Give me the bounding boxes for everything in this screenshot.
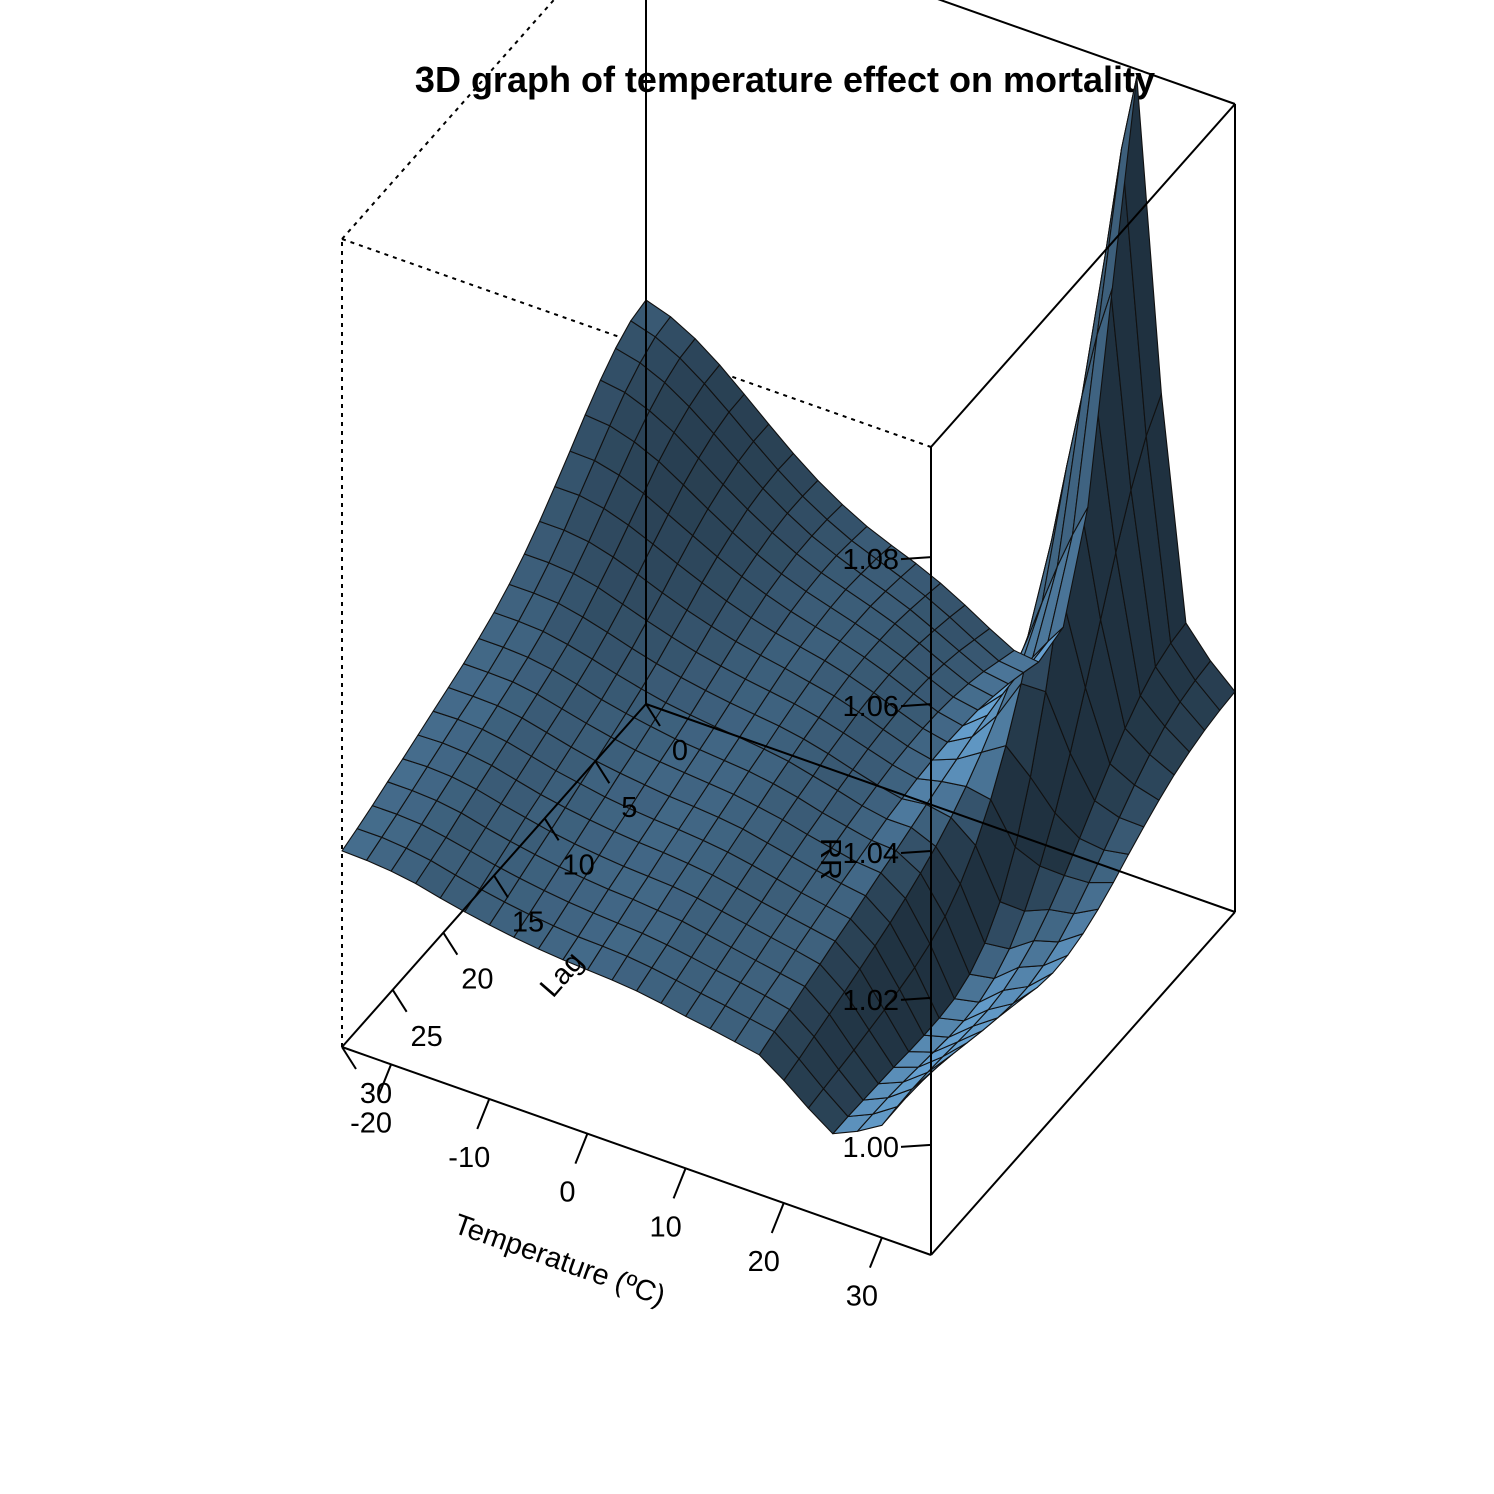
temperature-tick <box>868 1237 883 1269</box>
temperature-tick <box>378 1063 393 1095</box>
rr-tick <box>900 996 932 1001</box>
rr-tick <box>900 703 932 708</box>
lag-tick-label: 20 <box>461 964 493 996</box>
temperature-tick-label: 30 <box>846 1281 878 1313</box>
rr-tick <box>900 1143 932 1148</box>
lag-tick <box>341 1046 357 1070</box>
box-edge <box>645 703 1236 913</box>
rr-tick-label: 1.02 <box>843 985 899 1017</box>
lag-tick-label: 5 <box>621 792 637 824</box>
surface-facet <box>630 299 672 338</box>
lag-tick <box>543 817 560 841</box>
temperature-tick-label: 20 <box>748 1246 780 1278</box>
box-front-edges <box>341 0 1236 1256</box>
temperature-tick <box>574 1133 589 1165</box>
temperature-tick-label: -10 <box>448 1142 490 1174</box>
chart-title: 3D graph of temperature effect on mortal… <box>415 59 1155 100</box>
box-edge <box>930 911 1236 1256</box>
lag-tick <box>442 932 459 956</box>
temperature-tick <box>476 1098 491 1130</box>
lag-tick <box>391 989 408 1013</box>
box-edge <box>937 0 1236 105</box>
box-edge-hidden <box>341 0 556 240</box>
temperature-axis-label: Temperature (ºC) <box>450 1208 670 1312</box>
rr-tick-label: 1.00 <box>843 1132 899 1164</box>
surface-mesh <box>341 76 1236 1135</box>
temperature-tick <box>770 1202 785 1234</box>
lag-tick-label: 15 <box>512 907 544 939</box>
rr-axis-label: RR <box>814 838 846 880</box>
lag-tick-label: 25 <box>411 1021 443 1053</box>
rr-tick-label: 1.08 <box>843 544 899 576</box>
box-edge <box>930 103 1236 448</box>
lag-tick <box>493 874 509 899</box>
rr-tick <box>900 556 932 561</box>
temperature-tick <box>672 1167 687 1199</box>
lag-tick-label: 0 <box>672 735 688 767</box>
rr-tick-label: 1.06 <box>843 691 899 723</box>
temperature-tick-label: 10 <box>649 1211 681 1243</box>
lag-tick <box>594 760 611 784</box>
rr-tick <box>900 850 932 854</box>
lag-tick <box>645 703 661 727</box>
lag-tick-label: 30 <box>360 1078 392 1110</box>
lag-tick-label: 10 <box>563 849 595 881</box>
temperature-tick-label: -20 <box>350 1107 392 1139</box>
temperature-tick-label: 0 <box>559 1177 575 1209</box>
rr-tick-label: 1.04 <box>843 838 899 870</box>
box-edge <box>341 1046 932 1256</box>
